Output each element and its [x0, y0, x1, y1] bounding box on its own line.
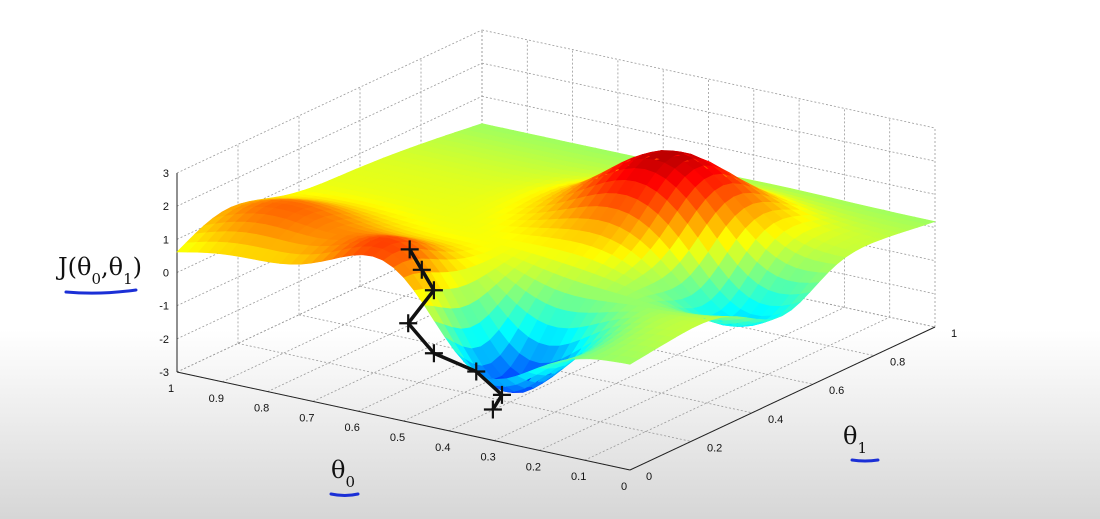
x-tick-label: 0.6: [345, 422, 360, 434]
descent-path-line: [406, 248, 504, 411]
grid-line: [539, 307, 845, 451]
y-tick-label: 0.4: [768, 414, 783, 426]
x-axis-label: θ0: [331, 456, 355, 491]
x-tick-label: 0.2: [526, 461, 541, 473]
grid-line: [176, 62, 483, 207]
x-tick-label: 0.3: [480, 452, 495, 464]
axis-ticks: 3 2 1 0 -1 -2 -3 1 0.9 0.8 0.7 0.6 0.5 0.4 0.3 0.2 0.1 0 0…: [159, 168, 957, 493]
y-tick-label: 0.6: [829, 385, 844, 397]
descent-step-marker: [424, 344, 443, 363]
surface-patch: [176, 242, 198, 253]
y-label-underline: [850, 458, 880, 463]
cost-surface: [176, 123, 937, 393]
x-label-underline: [329, 492, 360, 497]
y-axis-label: θ1: [843, 422, 867, 457]
x-tick-label: 0.8: [254, 403, 269, 415]
x-tick-label: 0.7: [299, 412, 314, 424]
descent-step-marker: [412, 260, 431, 279]
x-tick-label: 0.1: [571, 471, 586, 483]
z-axis-label: J(θ0,θ1): [55, 253, 142, 288]
grid-line: [237, 343, 692, 442]
descent-step-marker: [424, 281, 443, 300]
y-tick-label: 0: [646, 471, 652, 483]
gradient-descent-path: [399, 240, 511, 419]
z-tick-label: 2: [163, 201, 169, 213]
grid-line: [176, 29, 483, 174]
descent-step-marker: [400, 240, 419, 259]
x-tick-label: 0.9: [209, 393, 224, 405]
z-tick-label: -3: [159, 367, 169, 379]
y-tick-label: 1: [951, 328, 957, 340]
z-tick-label: 1: [163, 234, 169, 246]
grid-line: [298, 314, 753, 414]
descent-step-marker: [492, 385, 511, 404]
grid-line: [584, 316, 890, 461]
descent-step-marker: [483, 400, 502, 419]
descent-step-marker: [467, 362, 486, 381]
z-tick-label: 3: [163, 168, 169, 180]
grid-line: [481, 62, 936, 162]
x-tick-label: 1: [168, 383, 174, 395]
x-tick-label: 0.5: [390, 432, 405, 444]
grid-line: [481, 29, 936, 129]
y-tick-label: 0.2: [707, 442, 722, 454]
y-tick-label: 0.8: [890, 357, 905, 369]
x-axis-line: [176, 371, 631, 471]
z-tick-label: -1: [159, 301, 169, 313]
y-axis-line: [629, 326, 936, 471]
z-label-underline: [64, 288, 138, 295]
descent-step-marker: [399, 314, 418, 333]
z-tick-label: -2: [159, 334, 169, 346]
grid-line: [481, 95, 936, 195]
x-tick-label: 0: [621, 481, 627, 493]
z-tick-label: 0: [163, 268, 169, 280]
x-tick-label: 0.4: [435, 442, 450, 454]
